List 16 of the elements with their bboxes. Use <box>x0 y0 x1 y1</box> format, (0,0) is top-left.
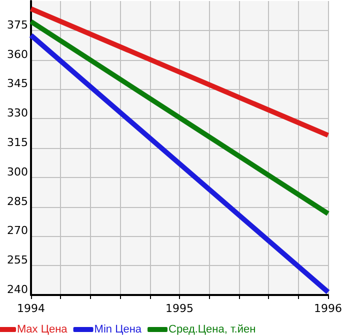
y-tick-label: 345 <box>7 77 28 90</box>
y-tick-label: 360 <box>7 48 28 61</box>
y-tick-label: 330 <box>7 106 28 120</box>
x-tick-label: 1994 <box>17 302 45 315</box>
y-tick-label: 375 <box>7 18 28 32</box>
y-tick-label: 315 <box>7 136 28 149</box>
legend-label: Сред.Цена, т.йен <box>168 324 256 335</box>
y-tick-label: 285 <box>7 194 28 208</box>
legend-label: Max Цена <box>17 324 68 335</box>
x-tick-label: 1995 <box>166 302 194 315</box>
y-tick-label: 270 <box>7 224 28 238</box>
y-tick-label: 300 <box>7 165 28 178</box>
y-tick-label: 240 <box>7 283 28 296</box>
y-tick-label: 255 <box>7 254 28 267</box>
x-tick-label: 1996 <box>314 302 342 315</box>
legend-label: Min Цена <box>94 324 142 335</box>
